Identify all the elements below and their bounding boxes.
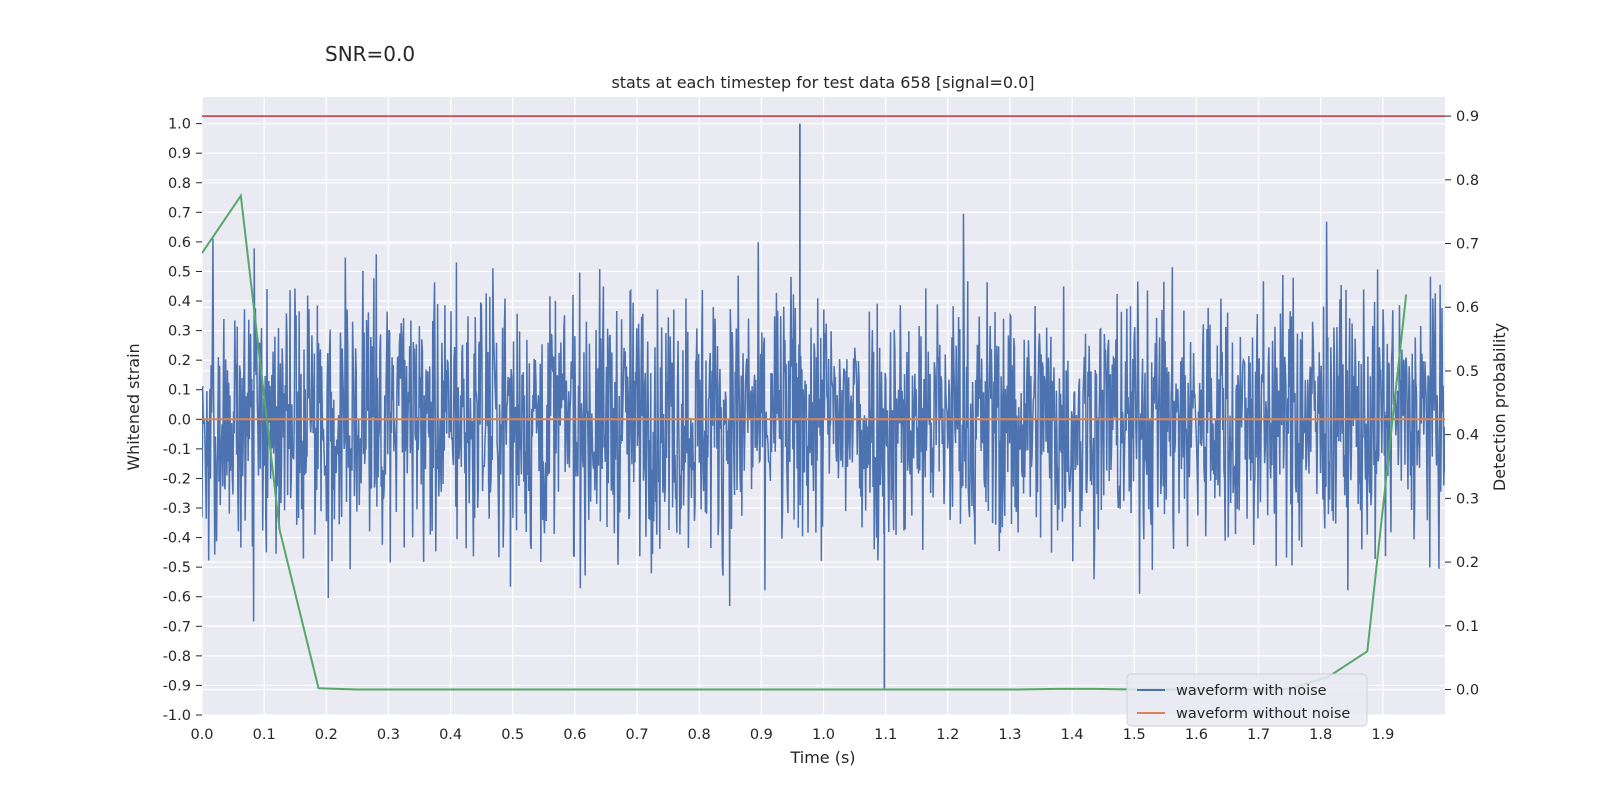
legend-label: waveform without noise bbox=[1176, 706, 1350, 722]
x-tick-label: 0.2 bbox=[315, 727, 338, 743]
x-tick-label: 0.6 bbox=[563, 727, 586, 743]
y-tick-label-left: 0.8 bbox=[168, 176, 191, 192]
y-tick-label-right: 0.6 bbox=[1456, 300, 1479, 316]
y-tick-label-left: 0.7 bbox=[168, 205, 191, 221]
y-tick-label-left: -0.3 bbox=[163, 501, 191, 517]
y-tick-label-left: -0.1 bbox=[163, 442, 191, 458]
y-tick-label-left: 0.3 bbox=[168, 324, 191, 340]
y-tick-label-right: 0.4 bbox=[1456, 428, 1479, 444]
y-tick-label-left: 0.0 bbox=[168, 412, 191, 428]
y-tick-label-left: 0.5 bbox=[168, 264, 191, 280]
y-tick-label-left: 0.2 bbox=[168, 353, 191, 369]
x-tick-label: 0.8 bbox=[688, 727, 711, 743]
y-tick-label-right: 0.9 bbox=[1456, 109, 1479, 125]
legend-box bbox=[1126, 673, 1368, 727]
y-tick-label-left: -0.5 bbox=[163, 560, 191, 576]
series-waveform-with-noise bbox=[202, 213, 1445, 622]
chart-suptitle: SNR=0.0 bbox=[325, 42, 415, 66]
x-tick-label: 1.3 bbox=[998, 727, 1021, 743]
x-tick-label: 0.9 bbox=[750, 727, 773, 743]
y-axis-label-right: Detection probability bbox=[1490, 323, 1509, 491]
y-axis-label-left: Whitened strain bbox=[124, 343, 143, 470]
y-tick-label-left: 0.1 bbox=[168, 383, 191, 399]
y-tick-label-right: 0.3 bbox=[1456, 491, 1479, 507]
y-tick-label-left: -0.9 bbox=[163, 678, 191, 694]
x-tick-label: 1.7 bbox=[1247, 727, 1270, 743]
y-tick-label-right: 0.8 bbox=[1456, 173, 1479, 189]
y-tick-label-right: 0.2 bbox=[1456, 555, 1479, 571]
x-tick-label: 0.0 bbox=[190, 727, 213, 743]
y-tick-label-left: -0.4 bbox=[163, 531, 191, 547]
y-tick-label-left: 0.9 bbox=[168, 146, 191, 162]
y-tick-label-left: 1.0 bbox=[168, 117, 191, 133]
y-tick-label-left: -0.8 bbox=[163, 649, 191, 665]
x-tick-label: 0.5 bbox=[501, 727, 524, 743]
y-tick-label-left: 0.4 bbox=[168, 294, 191, 310]
x-tick-label: 0.4 bbox=[439, 727, 462, 743]
chart-title: stats at each timestep for test data 658… bbox=[611, 73, 1034, 92]
x-tick-label: 1.1 bbox=[874, 727, 897, 743]
x-tick-label: 1.4 bbox=[1061, 727, 1084, 743]
x-tick-label: 1.8 bbox=[1309, 727, 1332, 743]
y-tick-label-left: -0.6 bbox=[163, 590, 191, 606]
legend-label: waveform with noise bbox=[1176, 683, 1327, 699]
y-tick-label-right: 0.5 bbox=[1456, 364, 1479, 380]
y-tick-label-left: -1.0 bbox=[163, 708, 191, 724]
legend: waveform with noise waveform without nois… bbox=[1126, 673, 1368, 727]
y-tick-label-left: -0.2 bbox=[163, 471, 191, 487]
y-tick-label-right: 0.1 bbox=[1456, 619, 1479, 635]
x-tick-label: 1.0 bbox=[812, 727, 835, 743]
plot-area: 0.0 0.1 0.2 0.3 0.4 0.5 0.6 0.7 0.8 0.9 1.0 1.1 1.2 1… bbox=[163, 97, 1479, 743]
x-tick-label: 1.6 bbox=[1185, 727, 1208, 743]
x-tick-label: 0.7 bbox=[626, 727, 649, 743]
x-tick-label: 0.3 bbox=[377, 727, 400, 743]
y-tick-label-right: 0.7 bbox=[1456, 237, 1479, 253]
x-tick-label: 1.9 bbox=[1371, 727, 1394, 743]
y-tick-label-right: 0.0 bbox=[1456, 683, 1479, 699]
x-tick-label: 1.5 bbox=[1123, 727, 1146, 743]
y-tick-label-left: -0.7 bbox=[163, 619, 191, 635]
y-tick-label-left: 0.6 bbox=[168, 235, 191, 251]
x-tick-label: 0.1 bbox=[253, 727, 276, 743]
x-tick-label: 1.2 bbox=[936, 727, 959, 743]
x-axis-label: Time (s) bbox=[789, 748, 855, 767]
